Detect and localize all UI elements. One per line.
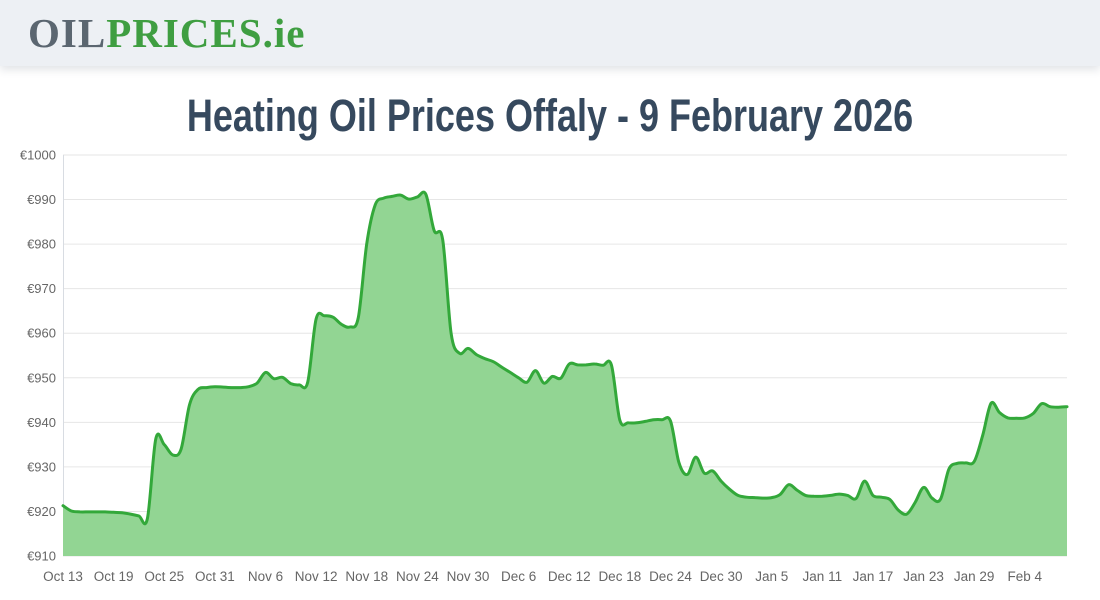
- x-axis-label: Feb 4: [1008, 569, 1043, 584]
- y-axis-label: €990: [27, 192, 56, 207]
- logo-text-oil: OIL: [28, 9, 107, 56]
- y-axis-label: €930: [27, 459, 56, 474]
- site-header: OILPRICES.ie: [0, 0, 1100, 66]
- x-axis-label: Dec 12: [548, 569, 591, 584]
- x-axis-label: Jan 5: [755, 569, 788, 584]
- x-axis-label: Oct 13: [43, 569, 83, 584]
- x-axis-label: Jan 17: [853, 569, 894, 584]
- y-axis-label: €1000: [20, 148, 56, 163]
- y-axis-label: €970: [27, 281, 56, 296]
- x-axis-label: Nov 6: [248, 569, 283, 584]
- x-axis-label: Dec 18: [598, 569, 641, 584]
- x-axis-label: Jan 29: [954, 569, 995, 584]
- y-axis-label: €980: [27, 237, 56, 252]
- price-line: [61, 190, 1069, 526]
- y-axis-label: €920: [27, 504, 56, 519]
- logo-text-ie: ie: [273, 9, 306, 56]
- x-axis-label: Oct 25: [144, 569, 184, 584]
- y-axis-label: €940: [27, 415, 56, 430]
- logo-text-prices: PRICES: [106, 9, 263, 56]
- x-axis-label: Jan 11: [803, 569, 843, 584]
- x-axis-label: Oct 19: [94, 569, 134, 584]
- y-axis-label: €950: [27, 370, 56, 385]
- y-axis-label: €910: [27, 549, 56, 564]
- x-axis-label: Dec 30: [700, 569, 743, 584]
- chart-canvas[interactable]: €910 €920 €930 €940 €950 €960 €970 €980 €990 €100…: [0, 145, 1100, 600]
- site-logo[interactable]: OILPRICES.ie: [28, 9, 306, 56]
- x-axis-label: Nov 24: [396, 569, 439, 584]
- x-axis-label: Oct 31: [195, 569, 235, 584]
- page-title: Heating Oil Prices Offaly - 9 February 2…: [186, 90, 914, 141]
- x-axis-label: Jan 23: [903, 569, 944, 584]
- x-axis-label: Nov 30: [447, 569, 490, 584]
- price-chart[interactable]: €910 €920 €930 €940 €950 €960 €970 €980 €990 €100…: [0, 145, 1100, 600]
- x-axis-label: Nov 12: [295, 569, 338, 584]
- y-axis-label: €960: [27, 326, 56, 341]
- x-axis-label: Dec 24: [649, 569, 692, 584]
- x-axis-label: Dec 6: [501, 569, 536, 584]
- x-axis-label: Nov 18: [345, 569, 388, 584]
- logo-text-dot: .: [262, 9, 274, 56]
